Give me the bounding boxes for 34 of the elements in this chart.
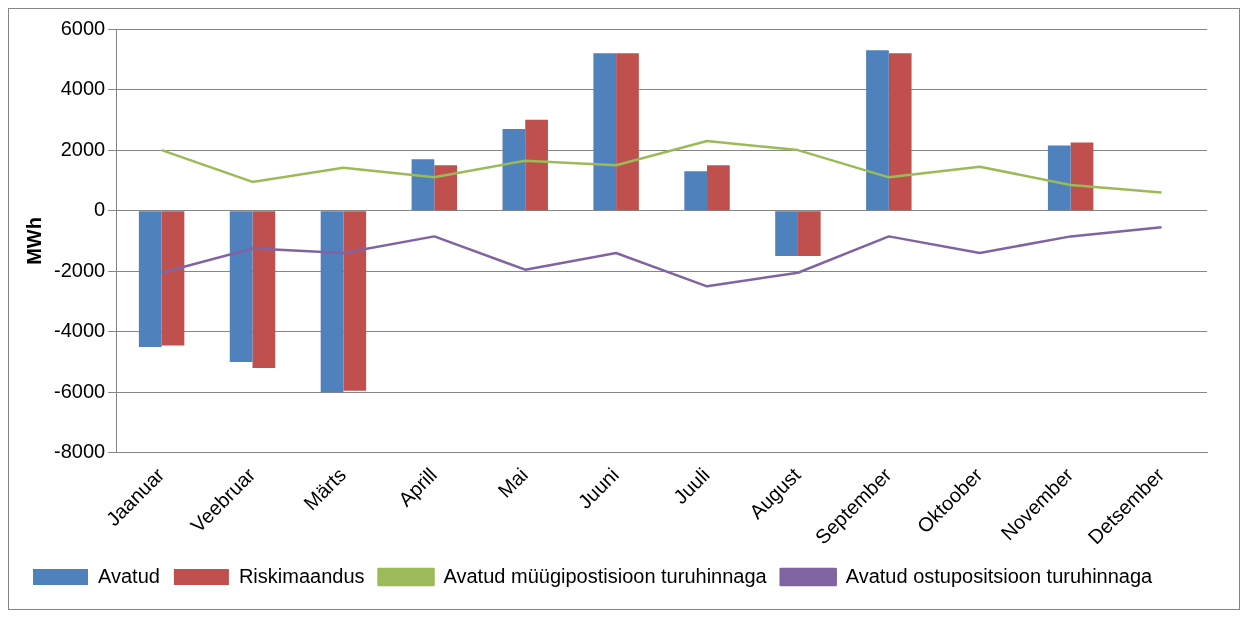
y-tick-label: -2000 — [54, 258, 106, 281]
bar — [411, 159, 435, 211]
x-tick-label: Mai — [493, 463, 532, 502]
bar — [616, 53, 639, 211]
bar — [593, 53, 617, 211]
y-tick-label: 6000 — [60, 16, 106, 39]
legend-label: Riskimaandus — [238, 564, 365, 587]
legend-label: Avatud — [98, 564, 160, 587]
legend-label: Avatud müügipostisioon turuhinnaga — [443, 564, 768, 587]
y-tick-label: 2000 — [60, 137, 106, 160]
bar — [707, 165, 730, 211]
y-tick-label: 4000 — [60, 77, 106, 100]
legend-label: Avatud ostupositsioon turuhinnaga — [845, 564, 1154, 587]
bar — [1047, 145, 1071, 211]
bar — [252, 211, 276, 369]
y-axis-title: MWh — [22, 217, 45, 265]
y-tick-label: -8000 — [54, 440, 106, 463]
bar — [229, 211, 253, 363]
bar — [684, 171, 708, 211]
bar — [320, 211, 344, 393]
y-tick-label: 0 — [94, 198, 106, 221]
bar — [866, 50, 889, 211]
bar — [161, 211, 185, 346]
y-tick-label: -6000 — [54, 379, 106, 402]
bar — [502, 128, 526, 211]
bar — [797, 211, 821, 257]
bar — [343, 211, 367, 391]
bar — [525, 119, 548, 211]
bar — [1070, 142, 1094, 211]
bar — [434, 165, 458, 211]
bar — [888, 53, 912, 211]
bar — [775, 211, 798, 257]
bar — [138, 211, 162, 347]
y-tick-label: -4000 — [54, 319, 106, 342]
